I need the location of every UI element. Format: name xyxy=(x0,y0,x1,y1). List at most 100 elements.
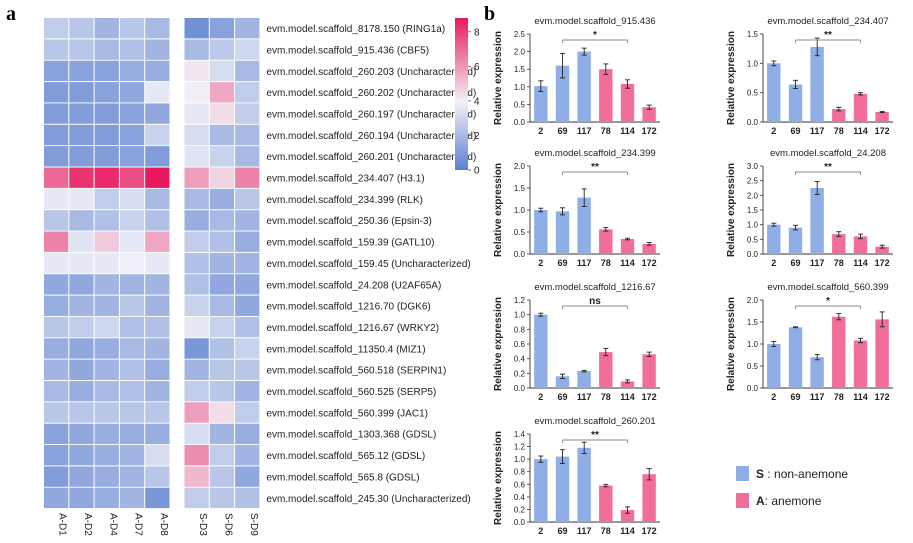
bar xyxy=(577,371,591,388)
x-tick-label: 117 xyxy=(577,526,592,536)
heatmap-cell xyxy=(145,167,170,188)
x-tick-label: 2 xyxy=(538,526,543,536)
bar xyxy=(620,510,635,522)
heatmap-row-label: evm.model.scaffold_260.197 (Uncharacteri… xyxy=(266,110,476,121)
heatmap-cell xyxy=(209,60,235,82)
bar-chart-title: evm.model.scaffold_260.201 xyxy=(534,416,655,427)
heatmap-cell xyxy=(184,487,209,509)
heatmap-cell xyxy=(119,210,145,231)
heatmap-cell xyxy=(119,402,145,423)
bar-chart-title: evm.model.scaffold_234.407 xyxy=(767,16,888,27)
heatmap-cell xyxy=(209,18,235,39)
heatmap-cell xyxy=(184,124,209,146)
heatmap-row-label: evm.model.scaffold_260.201 (Uncharacteri… xyxy=(266,152,476,163)
heatmap-cell xyxy=(209,82,235,103)
heatmap-cell xyxy=(184,381,209,402)
x-tick-label: 172 xyxy=(642,258,657,268)
heatmap-cell xyxy=(184,274,209,295)
x-tick-label: 78 xyxy=(834,126,844,136)
bar xyxy=(642,243,656,254)
heatmap-cell xyxy=(209,167,235,188)
bar xyxy=(810,46,824,122)
heatmap-cell xyxy=(44,316,69,338)
significance-label: ** xyxy=(591,162,599,173)
heatmap-cell xyxy=(94,82,119,103)
bar-chart-title: evm.model.scaffold_24.208 xyxy=(770,148,886,159)
heatmap-cell xyxy=(44,381,69,402)
x-tick-label: 2 xyxy=(538,258,543,268)
x-tick-label: 172 xyxy=(642,526,657,536)
colorbar-tick-label: 8 xyxy=(474,27,480,38)
colorbar-gradient xyxy=(455,18,468,170)
heatmap-row-label: evm.model.scaffold_234.399 (RLK) xyxy=(266,195,423,206)
heatmap-cell xyxy=(184,359,209,380)
y-tick-label: 0.2 xyxy=(514,369,526,378)
heatmap-row-label: evm.model.scaffold_565.8 (GDSL) xyxy=(266,472,419,483)
colorbar-tick-label: 0 xyxy=(474,166,480,177)
x-tick-label: 114 xyxy=(620,126,635,136)
heatmap-cell xyxy=(235,487,260,509)
heatmap-cell xyxy=(235,274,260,295)
heatmap-cell xyxy=(69,381,94,402)
y-axis-label: Relative expression xyxy=(726,297,737,391)
heatmap-cell xyxy=(44,252,69,274)
y-tick-label: 2.5 xyxy=(747,177,759,186)
x-tick-label: 69 xyxy=(557,258,567,268)
heatmap-cell xyxy=(209,39,235,60)
heatmap-cell xyxy=(44,445,69,466)
heatmap-cell xyxy=(94,466,119,487)
bar-chart-title: evm.model.scaffold_234.399 xyxy=(534,148,655,159)
y-tick-label: 0.5 xyxy=(747,235,759,244)
x-tick-label: 117 xyxy=(810,126,825,136)
y-axis-label: Relative expression xyxy=(726,163,737,257)
heatmap-cell xyxy=(235,167,260,188)
y-tick-label: 0.2 xyxy=(514,505,526,514)
heatmap-cell xyxy=(44,39,69,60)
heatmap-cell xyxy=(209,295,235,316)
heatmap-cell xyxy=(145,274,170,295)
heatmap-cell xyxy=(145,82,170,103)
heatmap-cell xyxy=(145,466,170,487)
y-axis-label: Relative expression xyxy=(493,297,504,391)
bar xyxy=(620,381,635,388)
heatmap-cell xyxy=(44,487,69,509)
heatmap-cell xyxy=(184,402,209,423)
heatmap-row-label: evm.model.scaffold_24.208 (U2AF65A) xyxy=(266,280,441,291)
heatmap-cell xyxy=(184,188,209,210)
bar xyxy=(875,319,889,388)
bar xyxy=(767,63,781,122)
y-tick-label: 1.0 xyxy=(747,340,759,349)
heatmap-cell xyxy=(119,359,145,380)
legend-key-a: A xyxy=(756,494,765,508)
heatmap-cell xyxy=(209,124,235,146)
heatmap-cell xyxy=(235,124,260,146)
heatmap-cell xyxy=(119,338,145,359)
heatmap-cell xyxy=(94,445,119,466)
heatmap-cell xyxy=(145,60,170,82)
colorbar-tick-label: 4 xyxy=(474,96,480,107)
bar xyxy=(810,188,824,254)
heatmap-cell xyxy=(145,381,170,402)
heatmap-cell xyxy=(209,103,235,124)
heatmap-row-label: evm.model.scaffold_260.203 (Uncharacteri… xyxy=(266,67,476,78)
heatmap-cell xyxy=(44,338,69,359)
bar xyxy=(832,234,846,254)
heatmap-cell xyxy=(69,124,94,146)
heatmap-cell xyxy=(44,103,69,124)
heatmap-cell xyxy=(94,210,119,231)
y-tick-label: 2.0 xyxy=(747,191,759,200)
x-tick-label: 117 xyxy=(577,126,592,136)
y-tick-label: 0.6 xyxy=(514,480,526,489)
significance-label: * xyxy=(593,30,597,41)
legend: S : non-anemone A: anemone xyxy=(736,466,848,508)
heatmap-cell xyxy=(94,252,119,274)
heatmap-cell xyxy=(94,18,119,39)
heatmap-cell xyxy=(235,295,260,316)
heatmap-cell xyxy=(69,487,94,509)
heatmap-cell xyxy=(44,124,69,146)
bar xyxy=(555,65,570,122)
x-tick-label: 78 xyxy=(601,258,611,268)
bar xyxy=(810,357,824,388)
y-tick-label: 1.0 xyxy=(514,83,526,92)
